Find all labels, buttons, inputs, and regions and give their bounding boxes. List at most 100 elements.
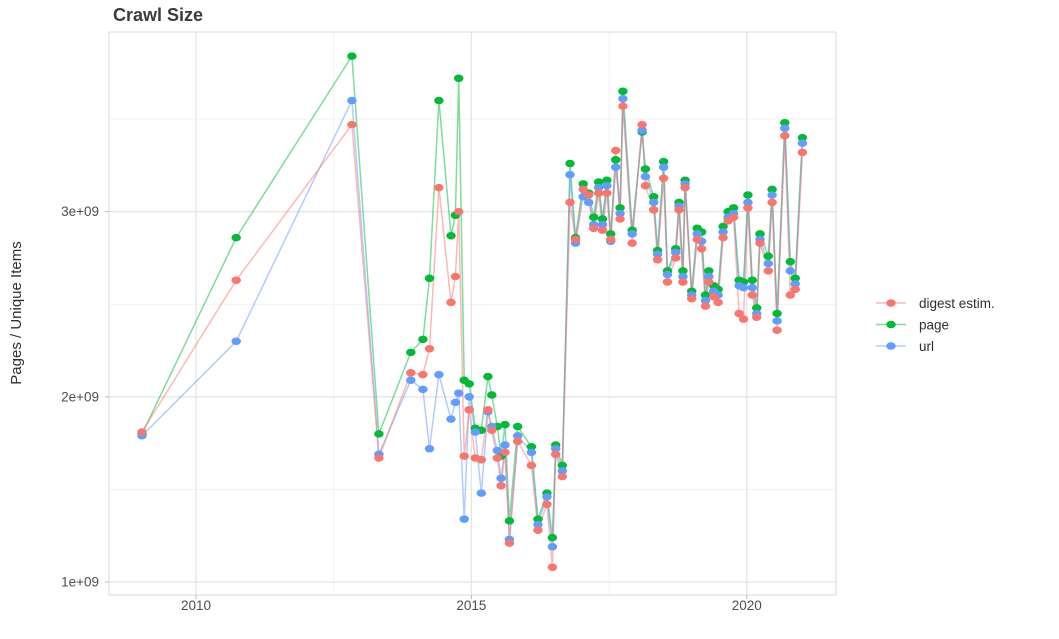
data-point — [542, 493, 552, 501]
data-point — [658, 163, 669, 171]
data-point — [763, 259, 774, 268]
data-point — [763, 267, 774, 275]
x-tick-label: 2010 — [181, 598, 211, 613]
data-point — [483, 372, 493, 381]
data-point — [512, 422, 523, 431]
data-point — [450, 398, 461, 407]
data-point — [557, 461, 568, 470]
data-point — [459, 452, 469, 460]
data-point — [406, 376, 416, 384]
data-point — [618, 102, 628, 110]
data-point — [734, 309, 744, 318]
data-point — [605, 230, 616, 238]
series-lines — [141, 55, 804, 568]
data-point — [658, 157, 669, 166]
legend-item-url: url — [876, 339, 934, 354]
data-point — [406, 369, 416, 377]
data-point — [780, 118, 790, 127]
y-tick-label: 1e+09 — [61, 575, 99, 590]
data-point — [704, 278, 714, 286]
data-point — [464, 380, 474, 388]
data-point — [418, 385, 428, 394]
data-point — [496, 481, 506, 490]
data-point — [231, 337, 241, 346]
data-point — [418, 370, 428, 379]
data-point — [670, 248, 681, 257]
data-point — [347, 120, 357, 129]
data-point — [780, 124, 790, 133]
data-point — [512, 437, 523, 446]
data-point — [418, 335, 428, 344]
x-tick-label: 2015 — [456, 598, 486, 613]
panel-border-rect — [108, 31, 837, 596]
data-point — [578, 185, 588, 194]
data-point — [708, 293, 719, 301]
legend-item-label: url — [919, 339, 934, 354]
data-point — [470, 428, 481, 436]
data-point — [785, 257, 796, 266]
data-point — [615, 215, 625, 223]
data-point — [588, 224, 599, 233]
data-point — [547, 563, 558, 571]
data-point — [602, 181, 612, 190]
data-point — [797, 139, 808, 147]
axis-tick-labels: 2010 2015 2020 1e+09 2e+09 3e+09 — [61, 204, 762, 613]
data-point — [662, 270, 673, 279]
data-point — [738, 283, 749, 292]
data-point — [713, 298, 723, 307]
data-point — [137, 428, 147, 436]
data-point — [464, 393, 474, 401]
data-point — [772, 317, 782, 325]
data-point — [347, 96, 357, 105]
data-point — [743, 198, 753, 207]
data-point — [648, 206, 659, 214]
legend-item-digest-estim-: digest estim. — [876, 296, 995, 311]
data-point — [610, 156, 621, 164]
data-point — [565, 198, 575, 207]
data-point — [785, 291, 796, 299]
data-point — [597, 215, 608, 223]
data-point — [678, 272, 688, 281]
data-point — [504, 539, 515, 547]
data-point — [640, 172, 651, 181]
data-point — [772, 309, 782, 318]
data-point — [618, 87, 628, 96]
data-point — [678, 278, 688, 286]
data-point — [680, 183, 690, 192]
data-point — [797, 148, 808, 157]
data-point — [686, 294, 697, 303]
data-point — [640, 165, 651, 173]
data-point — [652, 250, 663, 258]
legend-key-dot — [886, 342, 896, 350]
data-point — [492, 454, 503, 462]
data-point — [670, 254, 681, 262]
data-point — [728, 204, 739, 212]
legend-key-dot — [886, 299, 896, 307]
data-point — [602, 176, 612, 184]
data-point — [610, 163, 621, 171]
data-point — [700, 296, 711, 305]
data-point — [755, 239, 765, 247]
data-point — [424, 274, 435, 283]
data-point — [738, 315, 749, 323]
legend-key-dot — [886, 320, 896, 329]
data-point — [459, 515, 469, 523]
data-point — [464, 406, 474, 414]
data-point — [476, 456, 487, 464]
data-point — [772, 326, 782, 334]
data-point — [797, 133, 808, 142]
data-point — [790, 280, 800, 288]
data-point — [487, 426, 497, 434]
data-point — [434, 370, 444, 379]
data-point — [453, 389, 464, 397]
data-point — [533, 526, 543, 534]
data-point — [728, 213, 739, 221]
data-point — [406, 348, 416, 357]
data-point — [424, 344, 435, 353]
data-point — [785, 267, 796, 275]
axis-ticks — [105, 211, 748, 599]
data-point — [593, 178, 604, 186]
data-point — [597, 226, 608, 234]
